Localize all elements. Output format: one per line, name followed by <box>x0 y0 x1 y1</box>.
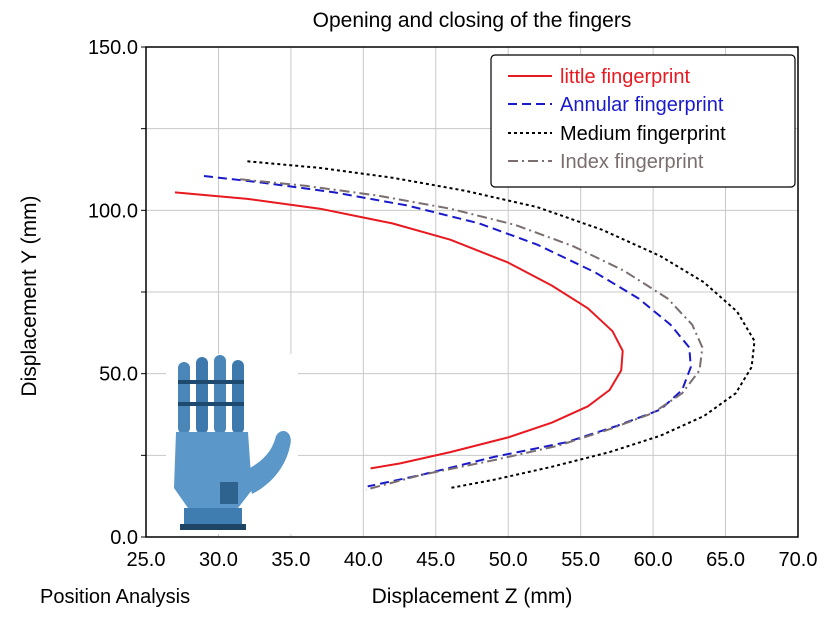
legend-label-medium: Medium fingerprint <box>560 123 726 145</box>
y-tick-label: 150.0 <box>88 37 138 59</box>
series-line-1 <box>203 175 692 488</box>
series-line-0 <box>174 191 624 470</box>
legend-label-little: little fingerprint <box>560 66 691 88</box>
x-tick-label: 50.0 <box>489 549 528 571</box>
x-tick-label: 25.0 <box>127 549 166 571</box>
robotic-hand-illustration <box>166 354 298 534</box>
legend-label-annular: Annular fingerprint <box>560 94 724 116</box>
legend: little fingerprint Annular fingerprint M… <box>490 54 796 188</box>
x-tick-label: 70.0 <box>779 549 818 571</box>
y-tick-labels: 0.0 50.0 100.0 150.0 <box>88 37 146 549</box>
x-tick-label: 40.0 <box>344 549 383 571</box>
x-tick-label: 30.0 <box>199 549 238 571</box>
x-tick-label: 55.0 <box>561 549 600 571</box>
series-line-3 <box>240 178 704 491</box>
legend-label-index: Index fingerprint <box>560 151 704 173</box>
legend-box <box>490 54 796 188</box>
y-tick-label: 100.0 <box>88 200 138 222</box>
footer-position-analysis: Position Analysis <box>40 586 190 608</box>
x-axis-label: Displacement Z (mm) <box>372 585 573 608</box>
x-tick-label: 45.0 <box>416 549 455 571</box>
x-tick-label: 65.0 <box>706 549 745 571</box>
y-tick-label: 50.0 <box>99 364 138 386</box>
x-tick-label: 60.0 <box>634 549 673 571</box>
y-tick-label: 0.0 <box>110 527 138 549</box>
series-layer <box>174 160 756 491</box>
series-line-2 <box>247 160 756 489</box>
y-axis-label: Displacement Y (mm) <box>18 195 41 396</box>
chart-title: Opening and closing of the fingers <box>313 9 632 32</box>
x-tick-labels: 25.0 30.0 35.0 40.0 45.0 50.0 55.0 60.0 65.0 70.0 <box>127 549 818 571</box>
x-tick-label: 35.0 <box>271 549 310 571</box>
